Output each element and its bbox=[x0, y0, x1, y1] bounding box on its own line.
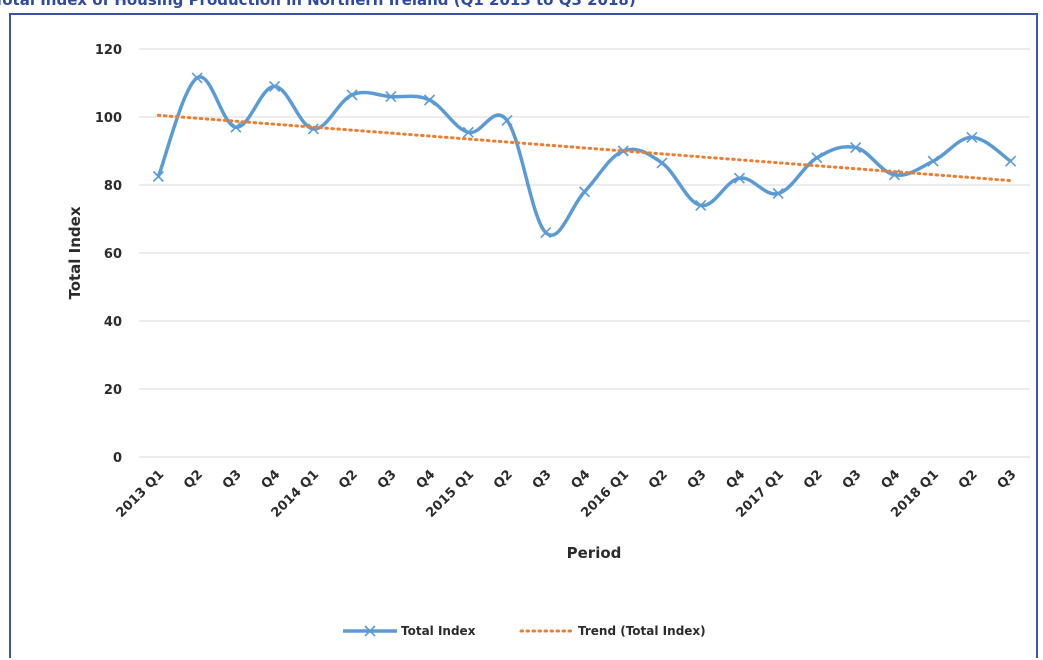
data-point bbox=[501, 114, 513, 126]
data-point bbox=[423, 94, 436, 106]
data-point bbox=[1005, 155, 1017, 167]
data-point bbox=[850, 142, 862, 154]
cut-off-title-text: Total Index of Housing Production in Nor… bbox=[0, 0, 636, 9]
x-tick-label: Q3 bbox=[220, 467, 245, 492]
y-tick-label: 120 bbox=[95, 43, 122, 58]
gridlines bbox=[139, 48, 1030, 458]
data-point bbox=[733, 172, 746, 184]
x-tick-label: Q3 bbox=[375, 467, 400, 492]
x-tick-label: Q4 bbox=[878, 467, 903, 492]
data-point bbox=[540, 227, 552, 239]
cut-off-title: Total Index of Housing Production in Nor… bbox=[0, 0, 1043, 10]
chart-frame bbox=[9, 13, 1038, 658]
x-tick-label: Q2 bbox=[956, 467, 981, 492]
x-tick-label: Q4 bbox=[414, 467, 439, 492]
legend-label-trend: Trend (Total Index) bbox=[578, 624, 706, 638]
y-axis-ticks: 0 20 40 60 80 100 120 bbox=[95, 43, 122, 466]
x-tick-label: Q3 bbox=[995, 467, 1020, 492]
legend: Total Index Trend (Total Index) bbox=[343, 624, 706, 638]
trend-line bbox=[156, 113, 1013, 183]
data-point bbox=[811, 152, 823, 164]
y-tick-label: 20 bbox=[104, 383, 122, 398]
x-axis-title: Period bbox=[567, 544, 622, 562]
data-point bbox=[191, 72, 203, 84]
data-point bbox=[617, 145, 629, 157]
data-point bbox=[152, 170, 164, 183]
x-tick-label: Q4 bbox=[569, 467, 594, 492]
data-point bbox=[695, 199, 707, 211]
data-point bbox=[462, 126, 474, 138]
data-point bbox=[578, 186, 591, 198]
y-tick-label: 60 bbox=[104, 247, 122, 262]
data-point bbox=[656, 157, 668, 169]
legend-label-total-index: Total Index bbox=[401, 624, 476, 638]
x-tick-label: Q2 bbox=[336, 467, 361, 492]
x-tick-label: Q4 bbox=[723, 467, 748, 492]
x-tick-label: Q4 bbox=[259, 467, 284, 492]
data-point bbox=[269, 80, 281, 92]
legend-marker bbox=[364, 625, 376, 637]
data-point bbox=[927, 155, 939, 167]
x-tick-label: Q3 bbox=[685, 467, 710, 492]
x-tick-label: Q2 bbox=[801, 467, 826, 492]
y-tick-label: 80 bbox=[104, 179, 122, 194]
x-tick-label: Q3 bbox=[530, 467, 555, 492]
data-point bbox=[346, 89, 358, 101]
series-line bbox=[156, 75, 1012, 237]
x-tick-label: Q2 bbox=[491, 467, 516, 492]
y-axis-title: Total Index bbox=[66, 206, 84, 299]
data-point bbox=[966, 131, 978, 143]
data-point bbox=[385, 91, 397, 103]
x-tick-label: Q3 bbox=[840, 467, 865, 492]
series-group bbox=[152, 72, 1017, 239]
y-tick-label: 40 bbox=[104, 315, 122, 330]
x-tick-label: 2013 Q1 bbox=[114, 467, 168, 521]
data-point bbox=[772, 187, 784, 200]
y-tick-label: 0 bbox=[113, 451, 122, 466]
x-tick-label: Q2 bbox=[181, 467, 206, 492]
x-tick-label: Q2 bbox=[646, 467, 671, 492]
data-point bbox=[230, 121, 242, 133]
y-tick-label: 100 bbox=[95, 111, 122, 126]
